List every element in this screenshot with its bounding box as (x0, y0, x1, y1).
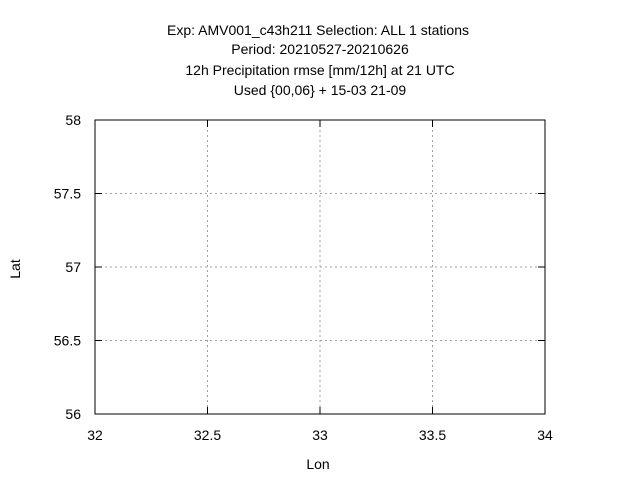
y-axis-label: Lat (7, 259, 23, 279)
y-tick-label: 58 (65, 112, 81, 128)
title-line-3: 12h Precipitation rmse [mm/12h] at 21 UT… (185, 62, 454, 78)
x-tick-label: 32.5 (194, 427, 221, 443)
grid (95, 120, 545, 414)
x-tick-label: 34 (537, 427, 553, 443)
chart-title: Exp: AMV001_c43h211 Selection: ALL 1 sta… (167, 22, 469, 98)
y-tick-label: 57.5 (54, 186, 81, 202)
y-tick-label: 57 (65, 259, 81, 275)
y-tick-label: 56 (65, 406, 81, 422)
ticks (94, 119, 546, 415)
x-tick-label: 32 (87, 427, 103, 443)
y-tick-labels: 56 56.5 57 57.5 58 (54, 112, 81, 422)
title-line-4: Used {00,06} + 15-03 21-09 (234, 82, 407, 98)
x-tick-label: 33.5 (419, 427, 446, 443)
x-axis-label: Lon (306, 456, 329, 472)
title-line-2: Period: 20210527-20210626 (231, 41, 409, 57)
title-line-1: Exp: AMV001_c43h211 Selection: ALL 1 sta… (167, 22, 469, 38)
x-tick-labels: 32 32.5 33 33.5 34 (87, 427, 553, 443)
y-tick-label: 56.5 (54, 333, 81, 349)
x-tick-label: 33 (312, 427, 328, 443)
